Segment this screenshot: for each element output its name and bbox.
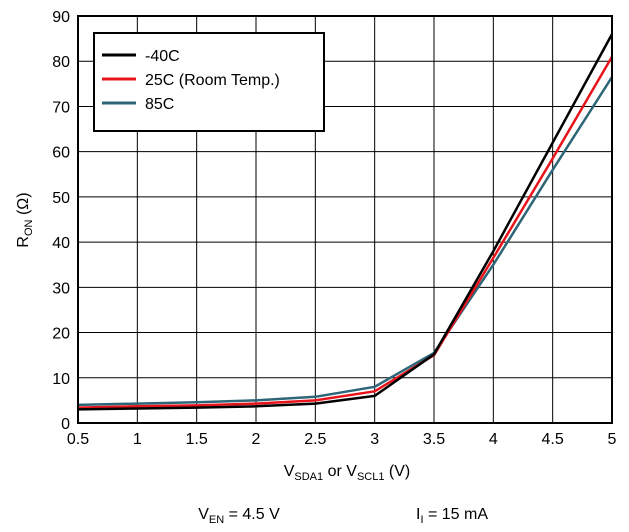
series-line-1 — [77, 56, 614, 409]
condition-ii-tail: = 15 mA — [424, 506, 489, 523]
y-tick-label: 0 — [61, 416, 70, 433]
x-axis-label-tail: (V) — [384, 463, 410, 480]
y-axis-label-main: R — [15, 236, 32, 248]
condition-ven-sub: EN — [209, 514, 224, 526]
y-tick-label: 40 — [52, 235, 70, 252]
condition-ii-sub: I — [420, 514, 423, 526]
x-tick-label: 3.5 — [423, 431, 445, 448]
x-tick-label: 4.5 — [542, 431, 564, 448]
x-axis-label: VSDA1 or VSCL1 (V) — [284, 463, 411, 483]
x-tick-label: 2.5 — [304, 431, 326, 448]
y-tick-label: 10 — [52, 371, 70, 388]
series-lines — [77, 33, 614, 411]
x-tick-label: 4 — [489, 431, 498, 448]
x-tick-label: 5 — [608, 431, 617, 448]
y-tick-label: 60 — [52, 145, 70, 162]
condition-ii-main: I — [416, 506, 420, 523]
legend: -40C 25C (Room Temp.) 85C — [93, 32, 325, 132]
series-line-0 — [77, 33, 614, 411]
y-axis-label-sub: ON — [23, 219, 35, 236]
y-tick-label: 20 — [52, 326, 70, 343]
x-tick-labels: 0.5 1 1.5 2 2.5 3 3.5 4 4.5 5 — [67, 431, 617, 448]
x-tick-label: 1.5 — [186, 431, 208, 448]
y-tick-label: 50 — [52, 190, 70, 207]
plot-frame — [77, 15, 613, 424]
x-axis-label-sub1: SDA1 — [294, 471, 323, 483]
legend-label-0: -40C — [145, 48, 180, 65]
legend-label-2: 85C — [145, 96, 174, 113]
series-line-2 — [77, 76, 614, 407]
y-axis-label-tail: (Ω) — [15, 192, 32, 219]
y-tick-label: 80 — [52, 54, 70, 71]
x-tick-label: 2 — [252, 431, 261, 448]
x-axis-label-main1: V — [284, 463, 295, 480]
condition-ii: II = 15 mA — [416, 506, 488, 526]
y-axis-label: RON (Ω) — [15, 192, 35, 247]
legend-box — [93, 32, 325, 132]
y-tick-label: 30 — [52, 280, 70, 297]
condition-ven-main: V — [198, 506, 209, 523]
y-tick-label: 70 — [52, 99, 70, 116]
x-tick-label: 1 — [133, 431, 142, 448]
y-tick-labels: 0 10 20 30 40 50 60 70 80 90 — [52, 9, 70, 433]
x-tick-label: 0.5 — [67, 431, 89, 448]
condition-ven: VEN = 4.5 V — [198, 506, 280, 526]
legend-label-1: 25C (Room Temp.) — [145, 72, 280, 89]
x-axis-label-mid: or V — [323, 463, 357, 480]
x-axis-label-sub2: SCL1 — [357, 471, 385, 483]
condition-ven-tail: = 4.5 V — [224, 506, 280, 523]
y-tick-label: 90 — [52, 9, 70, 26]
x-tick-label: 3 — [370, 431, 379, 448]
